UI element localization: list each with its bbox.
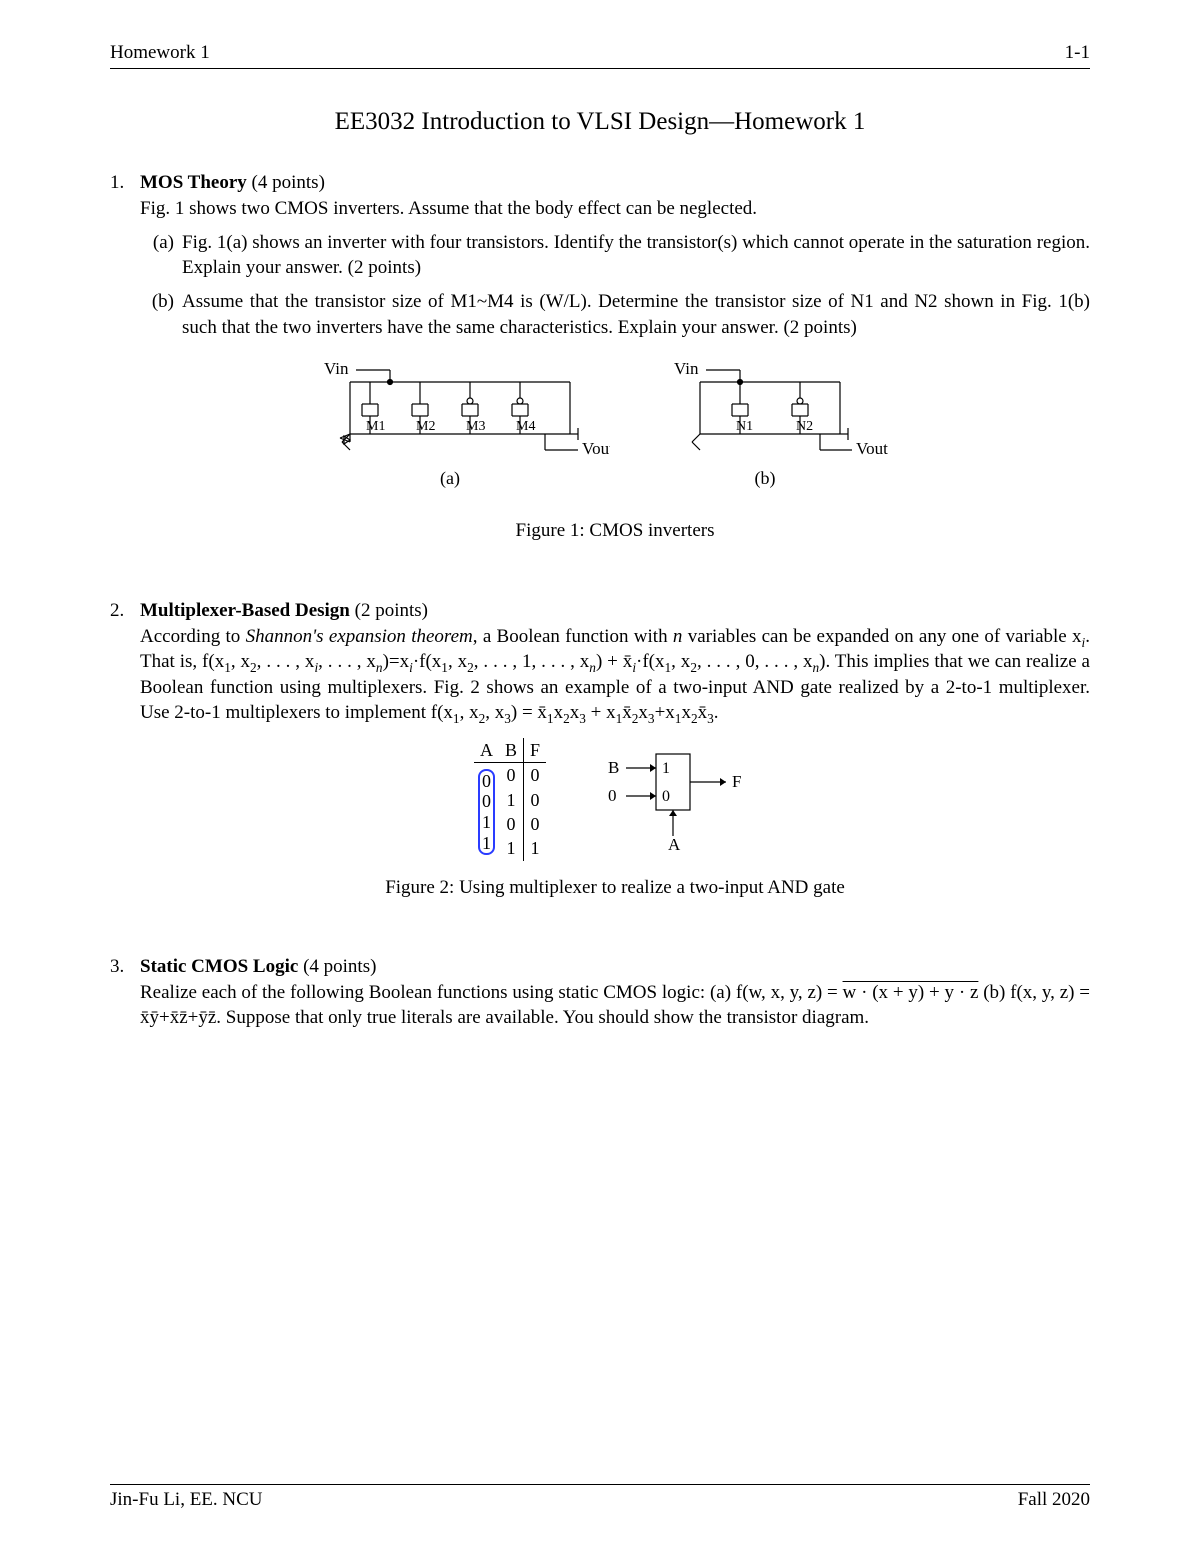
fig1b-label: (b)	[755, 468, 776, 489]
highlight-column-a: 0 0 1 1	[478, 769, 495, 856]
fig1a-m4: M4	[516, 419, 535, 434]
problem-1-intro: Fig. 1 shows two CMOS inverters. Assume …	[140, 198, 757, 219]
p1b-num: (b)	[140, 289, 182, 340]
figure-1a-svg: Vin	[320, 354, 610, 504]
fig1a-m2: M2	[416, 419, 435, 434]
problem-2-title: Multiplexer-Based Design	[140, 600, 350, 621]
header-left: Homework 1	[110, 40, 210, 66]
p1b-text: Assume that the transistor size of M1~M4…	[182, 289, 1090, 340]
figure-1-caption: Figure 1: CMOS inverters	[140, 518, 1090, 544]
problem-2-number: 2.	[110, 598, 140, 624]
problem-3: 3. Static CMOS Logic (4 points) Realize …	[110, 954, 1090, 1031]
problem-1: 1. MOS Theory (4 points) Fig. 1 shows tw…	[110, 170, 1090, 571]
mux-in-b: B	[608, 758, 619, 777]
problem-2-body: Multiplexer-Based Design (2 points) Acco…	[140, 598, 1090, 928]
problem-2-points: (2 points)	[350, 600, 428, 621]
figure-2-caption: Figure 2: Using multiplexer to realize a…	[140, 875, 1090, 901]
fig1a-label: (a)	[440, 468, 460, 489]
problem-3-points: (4 points)	[298, 956, 376, 977]
fig1b-vin: Vin	[674, 359, 699, 378]
fig1b-n1: N1	[736, 419, 753, 434]
page-title: EE3032 Introduction to VLSI Design—Homew…	[110, 105, 1090, 139]
mux-out-f: F	[732, 772, 741, 791]
mux-sel-a: A	[668, 835, 681, 854]
footer-right: Fall 2020	[1018, 1487, 1090, 1513]
problem-3-body: Static CMOS Logic (4 points) Realize eac…	[140, 954, 1090, 1031]
fig1a-vout: Vout	[582, 439, 610, 458]
mux-port1: 1	[662, 760, 670, 777]
fig1b-n2: N2	[796, 419, 813, 434]
figure-1: Vin	[140, 354, 1090, 504]
mux-in-0: 0	[608, 786, 617, 805]
page: Homework 1 1-1 EE3032 Introduction to VL…	[0, 0, 1200, 1553]
figure-2: A B F 0 0 1 1	[140, 738, 1090, 860]
fig1a-m1: M1	[366, 419, 385, 434]
expr-a-overline: w · (x + y) + y · z	[843, 982, 979, 1003]
problem-3-title: Static CMOS Logic	[140, 956, 298, 977]
footer-left: Jin-Fu Li, EE. NCU	[110, 1487, 263, 1513]
mux-svg: B 1 0 0 F	[586, 744, 756, 854]
p1a-num: (a)	[140, 230, 182, 281]
figure-1b-svg: Vin	[670, 354, 910, 504]
page-footer: Jin-Fu Li, EE. NCU Fall 2020	[110, 1484, 1090, 1513]
truth-table-wrap: A B F 0 0 1 1	[474, 738, 546, 860]
problem-1-title: MOS Theory	[140, 172, 247, 193]
problem-1-points: (4 points)	[247, 172, 325, 193]
mux-port0: 0	[662, 788, 670, 805]
fig1a-m3: M3	[466, 419, 485, 434]
p1a-text: Fig. 1(a) shows an inverter with four tr…	[182, 230, 1090, 281]
problem-3-number: 3.	[110, 954, 140, 980]
problem-1-number: 1.	[110, 170, 140, 196]
problem-2: 2. Multiplexer-Based Design (2 points) A…	[110, 598, 1090, 928]
truth-table: A B F 0 0 1 1	[474, 738, 546, 860]
page-header: Homework 1 1-1	[110, 40, 1090, 69]
header-right: 1-1	[1065, 40, 1090, 66]
fig1a-vin: Vin	[324, 359, 349, 378]
fig1b-vout: Vout	[856, 439, 888, 458]
